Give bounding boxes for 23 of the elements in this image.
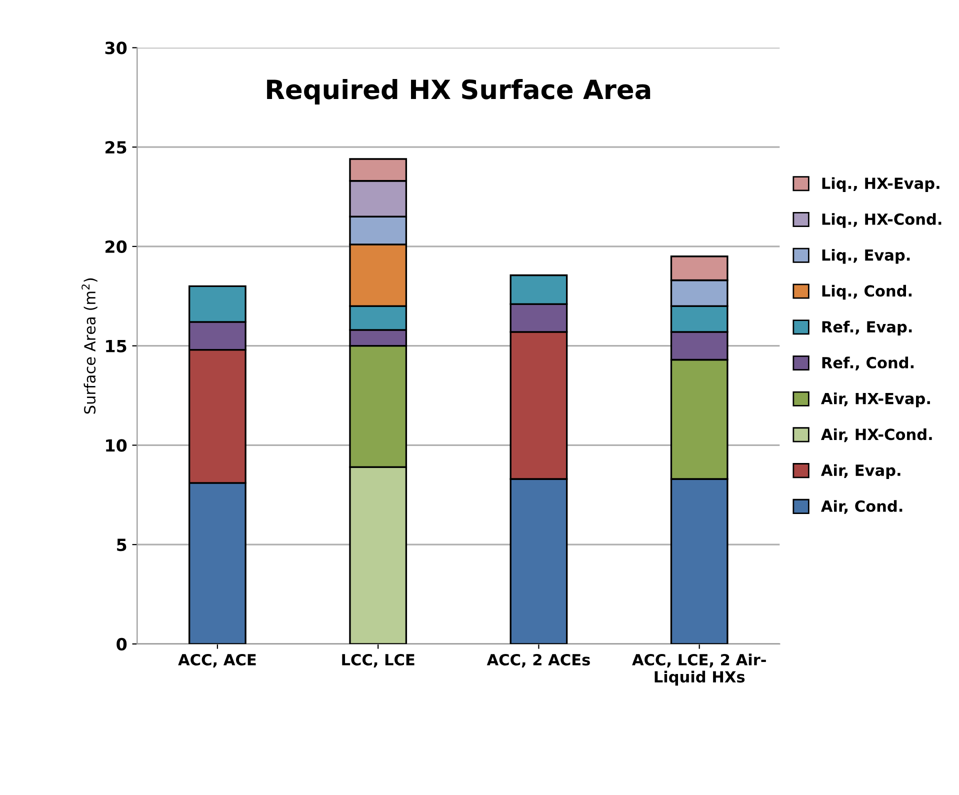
y-tick-label: 20 [106, 240, 127, 254]
y-tick-label: 25 [106, 141, 126, 154]
y-axis-title: Surface Area (m$^{2}$) [82, 278, 98, 414]
y-tick-label: 15 [106, 340, 126, 352]
x-tick-label: ACC, ACE [178, 654, 256, 668]
legend-label: Liq., HX-Evap. [822, 177, 940, 192]
legend-label: Ref., Evap. [822, 320, 912, 336]
legend-label: Air, Evap. [820, 464, 900, 479]
y-tick-label: 30 [105, 42, 127, 54]
x-tick-label: ACC, 2 ACEs [486, 654, 590, 668]
legend-label: Air, HX-Evap. [820, 392, 930, 408]
y-tick-label: 10 [106, 439, 127, 452]
legend-label: Ref., Cond. [822, 356, 914, 370]
legend-label: Liq., Evap. [822, 248, 910, 264]
legend-label: Liq., Cond. [822, 284, 912, 300]
legend-label: Liq., HX-Cond. [822, 213, 942, 228]
x-tick-label: LCC, LCE [342, 654, 414, 668]
legend-label: Air, HX-Cond. [820, 428, 932, 442]
y-tick-label: 0 [116, 638, 127, 651]
legend-label: Air, Cond. [820, 500, 902, 514]
y-tick-label: 5 [117, 538, 126, 552]
x-tick-label: ACC, LCE, 2 Air- Liquid HXs [632, 654, 766, 686]
text: Required HX Surface Area [267, 78, 650, 104]
